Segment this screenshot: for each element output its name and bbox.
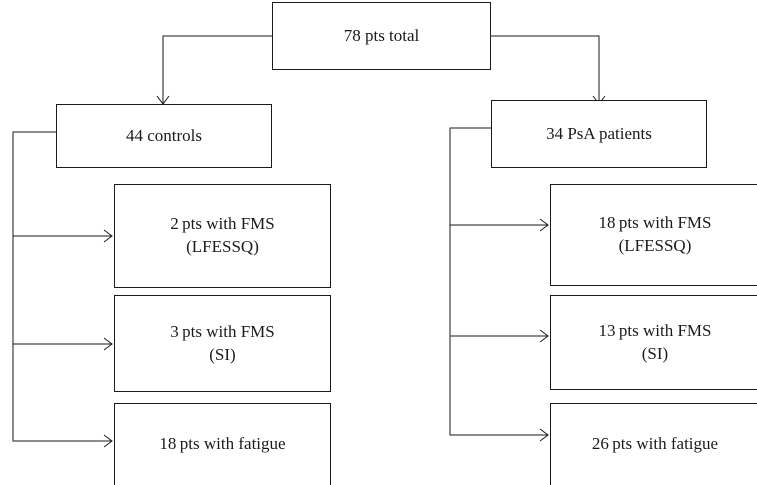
controls-child-2-line2: (SI) <box>209 344 236 364</box>
psa-child-2-line1: 13 pts with FMS <box>598 320 712 340</box>
controls-label: 44 controls <box>125 125 203 145</box>
psa-child-1: 18 pts with FMS (LFESSQ) <box>550 184 757 286</box>
arrowhead-controls-child-1 <box>103 229 113 243</box>
root-label: 78 pts total <box>343 25 420 45</box>
controls-child-3-line1: 18 pts with fatigue <box>159 434 286 454</box>
controls-child-1-line2: (LFESSQ) <box>186 237 259 256</box>
controls-node: 44 controls <box>56 104 272 168</box>
arrowhead-psa-child-1 <box>539 218 549 232</box>
connector-psa-trunk <box>449 127 548 436</box>
arrowhead-psa-child-3 <box>539 428 549 442</box>
psa-child-3-line1: 26 pts with fatigue <box>591 434 719 454</box>
controls-child-3: 18 pts with fatigue <box>114 403 331 485</box>
root-node: 78 pts total <box>272 2 491 70</box>
arrowhead-controls-child-3 <box>103 434 113 448</box>
psa-child-1-line2: (LFESSQ) <box>618 236 692 255</box>
controls-child-2: 3 pts with FMS (SI) <box>114 295 331 392</box>
controls-child-1: 2 pts with FMS (LFESSQ) <box>114 184 331 288</box>
controls-child-2-line1: 3 pts with FMS <box>170 321 275 341</box>
psa-child-3: 26 pts with fatigue <box>550 403 757 485</box>
psa-child-2-line2: (SI) <box>641 343 669 363</box>
connector-root-to-controls <box>162 35 272 104</box>
connector-root-to-psa <box>491 35 600 104</box>
controls-child-1-line1: 2 pts with FMS <box>170 214 275 234</box>
arrowhead-controls-child-2 <box>103 337 113 351</box>
connector-controls-trunk <box>12 131 112 442</box>
psa-child-2: 13 pts with FMS (SI) <box>550 295 757 390</box>
psa-label: 34 PsA patients <box>546 123 652 143</box>
arrowhead-psa-child-2 <box>539 329 549 343</box>
psa-child-1-line1: 18 pts with FMS <box>598 213 712 233</box>
psa-node: 34 PsA patients <box>491 100 707 168</box>
